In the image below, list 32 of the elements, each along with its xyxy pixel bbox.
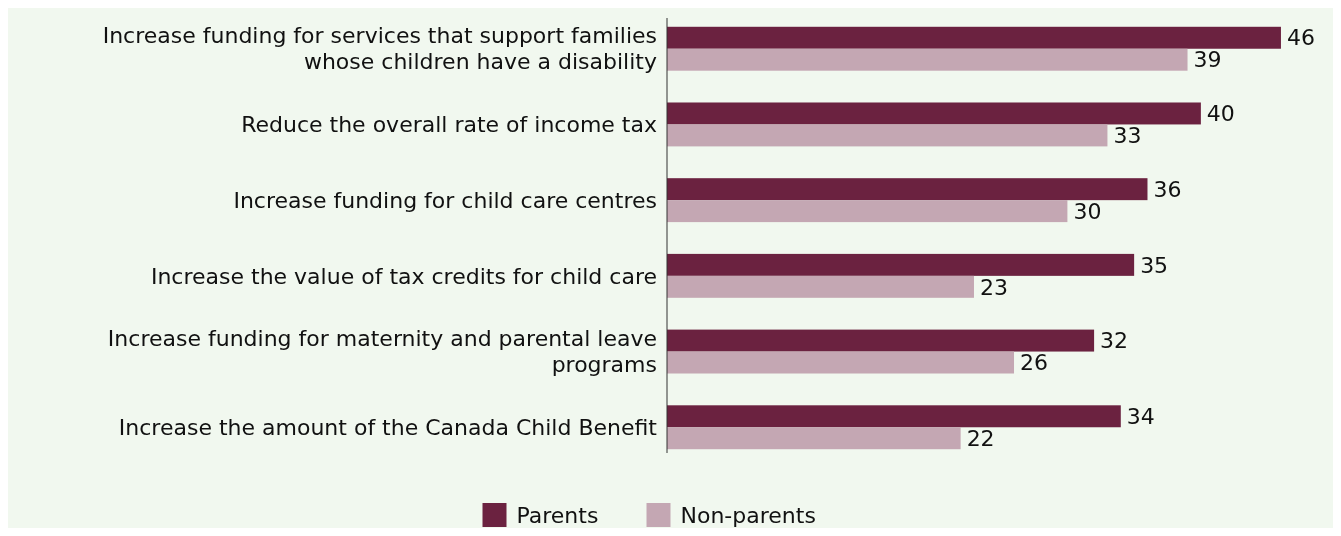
bar xyxy=(667,26,1281,49)
bar xyxy=(667,253,1135,276)
data-label: 36 xyxy=(1153,176,1182,202)
bar xyxy=(667,178,1148,201)
bar xyxy=(667,48,1188,71)
bar xyxy=(667,124,1108,147)
bar xyxy=(667,405,1121,428)
legend-label: Non-parents xyxy=(680,502,816,528)
legend-label: Parents xyxy=(516,502,599,528)
data-label: 26 xyxy=(1020,350,1049,376)
data-label: 32 xyxy=(1100,328,1129,354)
data-label: 35 xyxy=(1140,252,1169,278)
data-label: 23 xyxy=(979,274,1008,300)
data-label: 33 xyxy=(1113,123,1142,149)
y-tick-label: Reduce the overall rate of income tax xyxy=(241,112,657,138)
y-tick-label: Increase funding for child care centres xyxy=(233,187,657,213)
y-tick-label: Increase funding for maternity and parental leave programs xyxy=(107,326,657,378)
data-label: 30 xyxy=(1073,198,1102,224)
y-tick-label: Increase the value of tax credits for child care xyxy=(150,263,657,289)
data-label: 40 xyxy=(1206,101,1235,127)
data-label: 39 xyxy=(1193,47,1222,73)
bar xyxy=(667,351,1015,374)
bar xyxy=(667,275,974,298)
bar xyxy=(667,329,1095,352)
data-label: 46 xyxy=(1286,25,1315,51)
bar xyxy=(667,427,961,450)
y-tick-label: Increase the amount of the Canada Child Benefit xyxy=(118,414,658,440)
data-label: 22 xyxy=(966,425,995,451)
data-label: 34 xyxy=(1126,403,1155,429)
y-tick-label: Increase funding for services that support families whose children have a disability xyxy=(102,23,657,75)
bar xyxy=(667,102,1201,125)
bar xyxy=(667,200,1068,223)
